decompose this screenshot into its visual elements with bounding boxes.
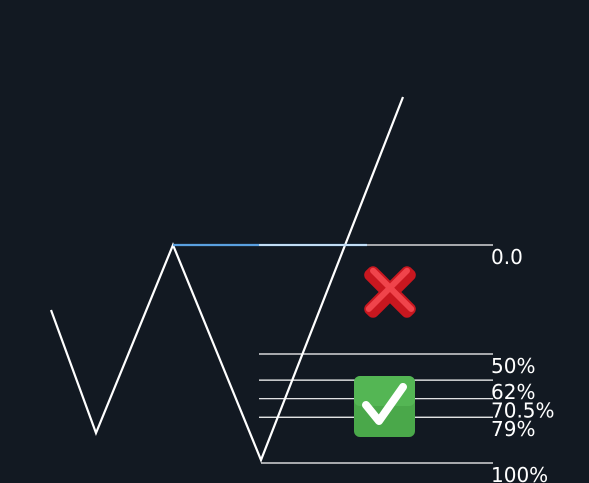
- fib-label-2: 62%: [491, 380, 535, 404]
- green-check-icon: [354, 376, 415, 437]
- price-path: [49, 96, 405, 463]
- fib-label-1: 50%: [491, 354, 535, 378]
- fib-label-0: 0.0: [491, 245, 523, 269]
- fib-label-5: 100%: [491, 463, 548, 483]
- fib-label-4: 79%: [491, 417, 535, 441]
- red-x-icon: [364, 266, 416, 318]
- fib-label-3: 70.5%: [491, 399, 555, 423]
